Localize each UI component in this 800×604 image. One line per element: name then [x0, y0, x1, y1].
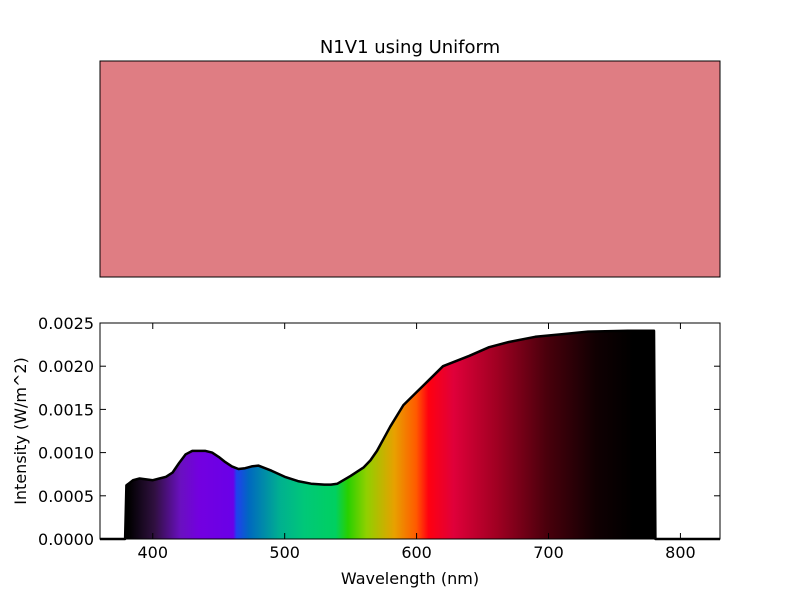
x-tick-label: 800	[665, 543, 696, 562]
plot-frame	[99, 322, 721, 540]
y-tick-label: 0.0005	[38, 487, 94, 506]
x-tick-label: 700	[533, 543, 564, 562]
y-tick-label: 0.0025	[38, 314, 94, 333]
y-tick-label: 0.0000	[38, 530, 94, 549]
y-axis: 0.0000 0.0005 0.0010 0.0015 0.0020 0.0025	[38, 314, 720, 549]
x-tick-label: 500	[269, 543, 300, 562]
color-swatch	[99, 60, 721, 278]
x-axis-label: Wavelength (nm)	[341, 569, 479, 588]
y-tick-label: 0.0015	[38, 400, 94, 419]
x-axis: 400 500 600 700 800	[137, 323, 696, 562]
y-axis-label: Intensity (W/m^2)	[11, 357, 30, 505]
x-tick-label: 400	[137, 543, 168, 562]
y-tick-label: 0.0010	[38, 444, 94, 463]
top-panel-title: N1V1 using Uniform	[320, 37, 500, 58]
spectrum-line	[100, 329, 720, 541]
y-tick-label: 0.0020	[38, 357, 94, 376]
spectrum-area	[100, 330, 720, 539]
x-tick-label: 600	[401, 543, 432, 562]
spectrum-plot: 400 500 600 700 800 0.0000 0.0005 0.0010 0.0015…	[11, 314, 721, 588]
